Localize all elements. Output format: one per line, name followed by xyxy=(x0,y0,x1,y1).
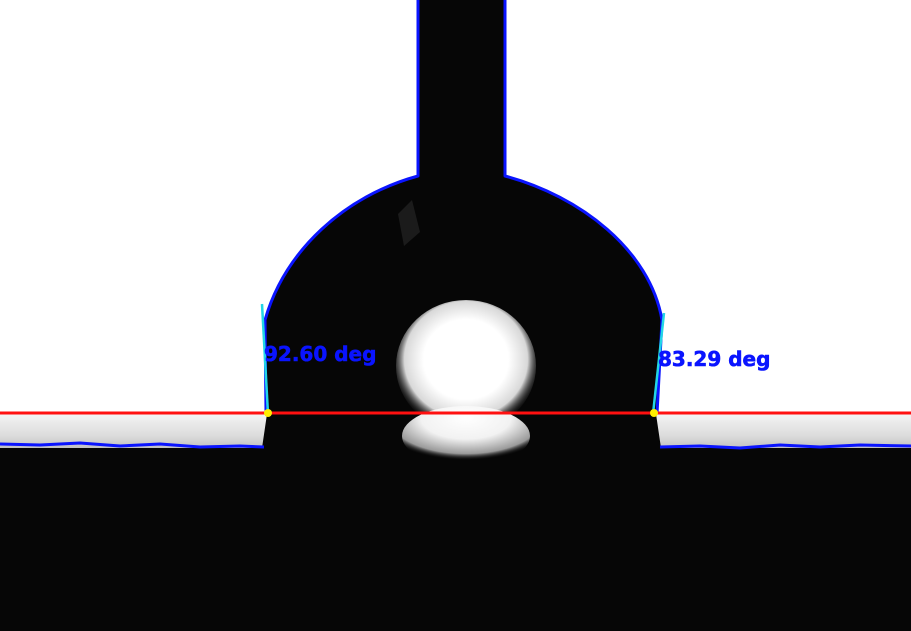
substrate-contour-right xyxy=(659,443,911,450)
substrate xyxy=(0,448,911,631)
droplet-silhouette xyxy=(262,0,662,448)
left-tangent-line xyxy=(260,303,270,415)
droplet-highlight xyxy=(396,300,536,432)
left-contact-point xyxy=(264,409,272,417)
drop-contour xyxy=(0,0,911,450)
left-angle-label: 92.60 deg xyxy=(264,342,376,366)
right-contact-point xyxy=(650,409,658,417)
substrate-contour-left xyxy=(0,441,265,449)
highlight-reflection xyxy=(402,406,530,466)
right-tangent-line xyxy=(651,312,666,415)
reflection-smudge xyxy=(398,200,420,246)
right-angle-label: 83.29 deg xyxy=(658,347,770,371)
